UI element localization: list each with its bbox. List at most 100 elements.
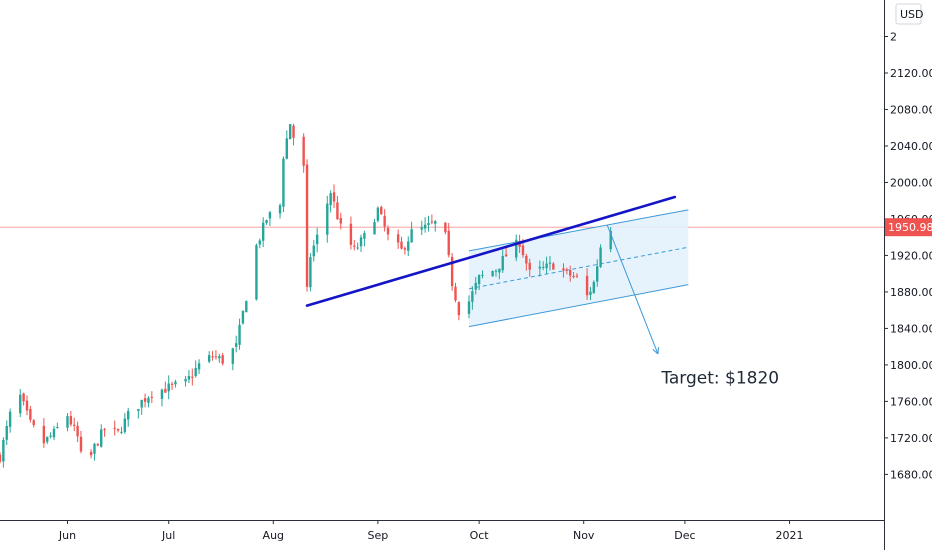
candle-body (282, 158, 285, 207)
candle (285, 130, 288, 160)
channel-fill (468, 209, 689, 327)
candle (363, 230, 366, 247)
candle (100, 424, 103, 448)
candle-body (396, 234, 400, 243)
candle-body (548, 262, 552, 264)
candle-body (278, 205, 282, 214)
candle (258, 238, 262, 249)
candle-body (241, 310, 245, 324)
candle (231, 347, 235, 371)
candle (207, 351, 211, 364)
candle (184, 376, 187, 387)
candle-body (373, 222, 376, 235)
candle (302, 133, 305, 173)
candle-body (207, 355, 211, 362)
candle (609, 227, 612, 253)
candle (383, 209, 386, 232)
candle-body (538, 266, 542, 269)
candle-body (562, 268, 565, 271)
last-price-badge (885, 218, 932, 237)
candle (410, 221, 413, 243)
candle (373, 218, 376, 235)
plot-area[interactable] (0, 0, 884, 520)
time-axis[interactable]: Jun Jul Aug Sep Oct Nov Dec 2021 (0, 520, 884, 550)
candle (120, 426, 123, 435)
projection-arrow-line (606, 225, 659, 355)
candle (450, 253, 454, 291)
drawings-layer (468, 209, 689, 328)
candle (359, 234, 363, 252)
candle-body (585, 275, 589, 296)
candle-body (356, 247, 359, 249)
candle-body (89, 451, 93, 456)
candle-body (93, 443, 96, 454)
candle-body (150, 396, 154, 398)
candle-body (457, 302, 461, 316)
candle (194, 360, 197, 378)
candle (339, 212, 342, 230)
candle-body (481, 274, 484, 276)
price-tick-label: 1840.00 (890, 322, 932, 335)
candle (569, 265, 572, 282)
candle (444, 222, 447, 235)
candle-body (194, 368, 197, 376)
channel-median-line (468, 246, 689, 290)
candle (504, 247, 508, 257)
trendline (305, 195, 677, 307)
candle-body (349, 223, 353, 245)
candle-body (592, 282, 596, 293)
candle-body (309, 257, 312, 288)
candle (515, 234, 518, 262)
candle-body (339, 218, 342, 224)
price-tick-label: 2 (890, 30, 897, 43)
price-tick-label: 2080.00 (890, 103, 932, 116)
candle (2, 437, 5, 468)
candle-body (137, 409, 140, 411)
candle-body (234, 343, 238, 347)
candle-body (56, 426, 59, 428)
candle-body (0, 454, 2, 462)
time-tick-label: Jul (161, 529, 175, 542)
candle-body (423, 224, 427, 229)
candle-body (123, 418, 127, 432)
last-price-value: 1950.98 (888, 221, 932, 234)
candle (22, 392, 25, 406)
candle-body (525, 255, 528, 264)
candle-body (160, 389, 164, 399)
candle-body (498, 268, 501, 273)
candle-body (214, 356, 218, 358)
candle (592, 280, 596, 294)
candle-body (22, 393, 25, 402)
candle (309, 253, 312, 292)
candle (403, 246, 407, 255)
price-tick-label: 2000.00 (890, 176, 932, 189)
candle (353, 239, 356, 251)
candle-body (96, 444, 100, 446)
candle-body (218, 356, 221, 359)
candle (137, 408, 140, 419)
candle (329, 190, 332, 213)
candle (265, 219, 268, 225)
candle-body (312, 245, 315, 257)
time-tick-label: Sep (368, 529, 389, 542)
candle-body (231, 348, 235, 364)
candle-body (221, 355, 224, 364)
candle-body (52, 428, 56, 438)
candle (349, 216, 353, 250)
candle (29, 405, 32, 423)
price-axis[interactable]: 1680.00 1720.00 1760.00 1800.00 1840.00 1880.… (884, 0, 932, 550)
candle (164, 381, 167, 393)
candle (218, 353, 221, 363)
candle-body (32, 420, 35, 426)
currency-label[interactable]: USD (895, 3, 924, 25)
candle (255, 243, 258, 301)
candle-body (113, 427, 116, 429)
candle-body (504, 254, 508, 257)
candle (481, 270, 484, 279)
candle (477, 274, 481, 291)
candle-body (420, 227, 423, 230)
candle-body (127, 410, 130, 420)
candle (167, 375, 170, 400)
candle-body (332, 192, 336, 202)
